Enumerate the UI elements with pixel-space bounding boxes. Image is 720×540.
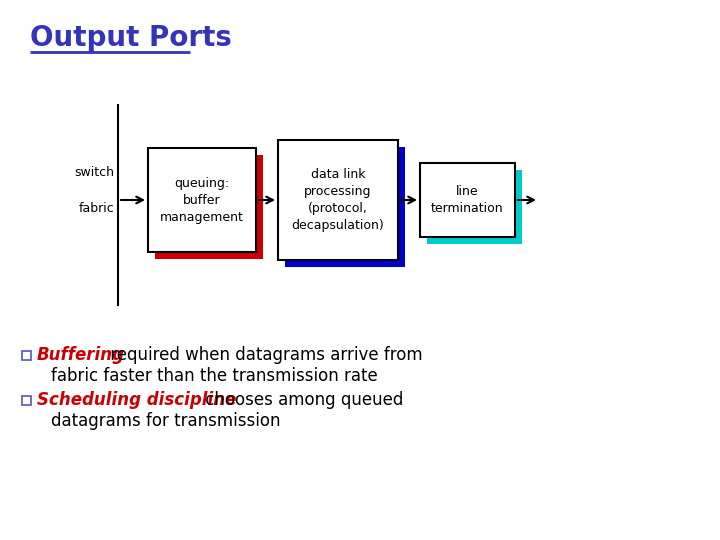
Text: data link
processing
(protocol,
decapsulation): data link processing (protocol, decapsul… <box>292 168 384 232</box>
Text: datagrams for transmission: datagrams for transmission <box>51 412 281 430</box>
Text: fabric faster than the transmission rate: fabric faster than the transmission rate <box>51 367 378 385</box>
Text: Scheduling discipline: Scheduling discipline <box>37 391 236 409</box>
Text: queuing:
buffer
management: queuing: buffer management <box>160 177 244 224</box>
Bar <box>22 350 31 360</box>
Text: required when datagrams arrive from: required when datagrams arrive from <box>105 346 423 364</box>
Text: fabric: fabric <box>78 201 114 214</box>
Text: line
termination: line termination <box>431 185 504 215</box>
Bar <box>22 395 31 404</box>
Text: Buffering: Buffering <box>37 346 125 364</box>
Bar <box>148 148 256 252</box>
Bar <box>278 140 398 260</box>
Bar <box>285 147 405 267</box>
Text: Output Ports: Output Ports <box>30 24 232 52</box>
Bar <box>155 155 263 259</box>
Text: chooses among queued: chooses among queued <box>200 391 403 409</box>
Bar <box>427 170 522 244</box>
Bar <box>420 163 515 237</box>
Text: switch: switch <box>74 165 114 179</box>
